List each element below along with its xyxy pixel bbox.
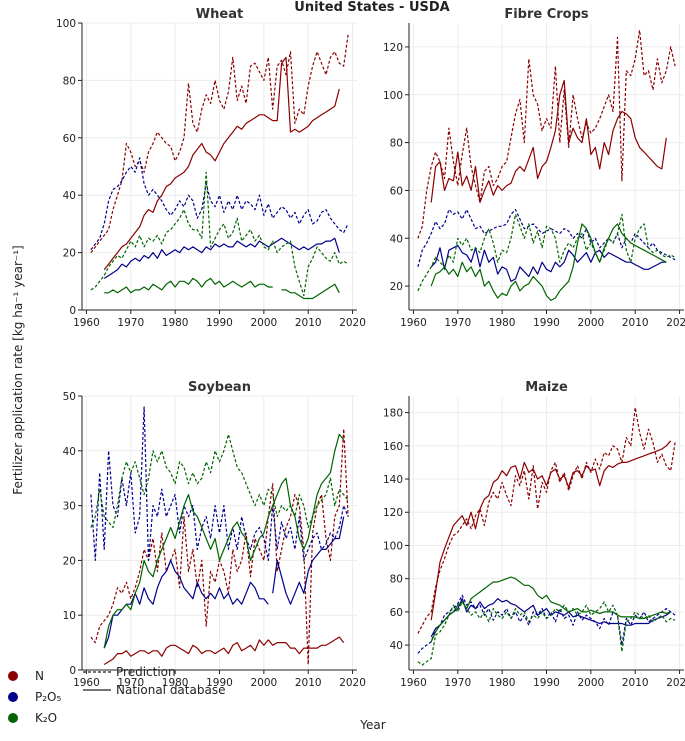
- x-tick-label: 1970: [444, 677, 471, 689]
- y-tick-label: 40: [63, 446, 76, 458]
- series-k2o-national-database-a: [104, 277, 273, 294]
- panel-soybean: 0 10 20 30 40 50 1960 1970 1980 1990 2000 2010 2020 S…: [63, 380, 366, 689]
- x-tick-label: 1980: [489, 677, 516, 689]
- series-p2o5-national-database: [430, 244, 667, 282]
- y-tick-label: 60: [390, 185, 403, 197]
- legend-dot-n: [8, 671, 18, 681]
- x-tick-label: 2000: [250, 317, 277, 329]
- y-tick-label: 0: [69, 665, 76, 677]
- panel-title: Soybean: [188, 380, 251, 395]
- y-tick-label: 60: [63, 133, 76, 145]
- x-tick-label: 1980: [489, 317, 516, 329]
- y-axis-label: Fertilizer application rate [kg ha⁻¹ yea…: [11, 245, 25, 494]
- x-tick-label: 1990: [206, 317, 233, 329]
- x-tick-label: 2000: [577, 317, 604, 329]
- panel-title: Wheat: [196, 7, 243, 22]
- series-k2o-prediction: [90, 171, 349, 297]
- x-tick-label: 2020: [339, 677, 366, 689]
- series-p2o5-national-database-a: [103, 559, 269, 649]
- x-tick-label: 1960: [73, 677, 100, 689]
- y-tick-label: 160: [383, 441, 403, 453]
- series-n-prediction: [417, 407, 676, 634]
- series-p2o5-prediction: [90, 406, 349, 562]
- panel-fibre-crops: 20 40 60 80 100 120 1960 1970 1980 1990 2000 2010 20…: [383, 7, 685, 329]
- y-tick-label: 60: [390, 607, 403, 619]
- series-p2o5-prediction: [417, 209, 676, 268]
- y-tick-label: 80: [63, 75, 76, 87]
- figure-suptitle: United States - USDA: [294, 0, 449, 15]
- series-k2o-prediction: [90, 433, 349, 529]
- y-tick-label: 140: [383, 474, 403, 486]
- x-tick-label: 2010: [622, 317, 649, 329]
- series-p2o5-prediction: [90, 157, 349, 251]
- series-k2o-national-database-b: [281, 283, 340, 300]
- legend-label-k2o: K₂O: [35, 711, 57, 725]
- x-tick-label: 1970: [117, 317, 144, 329]
- x-tick-label: 1980: [162, 317, 189, 329]
- x-tick-label: 1970: [117, 677, 144, 689]
- y-tick-label: 120: [383, 507, 403, 519]
- series-k2o-prediction: [417, 601, 676, 666]
- legend-label-n: N: [35, 669, 44, 683]
- y-tick-label: 50: [63, 391, 76, 403]
- series-n-national-database: [103, 56, 340, 271]
- y-tick-label: 40: [390, 640, 403, 652]
- series-k2o-national-database: [103, 433, 345, 649]
- y-tick-label: 100: [383, 540, 403, 552]
- series-n-prediction: [417, 29, 676, 239]
- x-tick-label: 2010: [295, 677, 322, 689]
- series-p2o5-national-database: [103, 237, 340, 279]
- x-tick-label: 2000: [250, 677, 277, 689]
- x-tick-label: 2020: [339, 317, 366, 329]
- x-tick-label: 1990: [533, 677, 560, 689]
- y-tick-label: 0: [69, 305, 76, 317]
- legend-dot-p2o5: [8, 692, 18, 702]
- series-n-national-database: [103, 636, 345, 666]
- panel-title: Maize: [525, 380, 568, 395]
- x-tick-label: 2000: [577, 677, 604, 689]
- x-tick-label: 1960: [400, 317, 427, 329]
- panel-maize: 40 60 80 100 120 140 160 180 1960 1970 1980 1990 200…: [383, 380, 685, 689]
- y-tick-label: 20: [63, 248, 76, 260]
- panel-title: Fibre Crops: [504, 7, 589, 22]
- y-tick-label: 20: [63, 555, 76, 567]
- series-k2o-national-database: [430, 576, 671, 643]
- y-tick-label: 100: [383, 90, 403, 102]
- x-tick-label: 2020: [666, 317, 685, 329]
- series-n-national-database: [430, 440, 672, 621]
- x-axis-label: Year: [359, 718, 385, 732]
- legend-label-p2o5: P₂O₅: [35, 690, 61, 704]
- legend-label-national-database: National database: [116, 683, 225, 697]
- y-tick-label: 120: [383, 42, 403, 54]
- y-tick-label: 80: [390, 138, 403, 150]
- legend: N P₂O₅ K₂O Prediction National database: [8, 665, 225, 725]
- x-tick-label: 1990: [533, 317, 560, 329]
- x-tick-label: 1960: [400, 677, 427, 689]
- x-tick-label: 1980: [162, 677, 189, 689]
- y-tick-label: 40: [63, 190, 76, 202]
- legend-label-prediction: Prediction: [116, 665, 176, 679]
- y-tick-label: 20: [390, 281, 403, 293]
- y-tick-label: 40: [390, 233, 403, 245]
- series-n-national-database: [430, 79, 667, 203]
- y-tick-label: 10: [63, 610, 76, 622]
- series-n-prediction: [90, 34, 349, 253]
- panel-wheat: 0 20 40 60 80 100 1960 1970 1980 1990 2000 2010 2020…: [56, 7, 366, 329]
- x-tick-label: 1960: [73, 317, 100, 329]
- x-tick-label: 2010: [622, 677, 649, 689]
- x-tick-label: 2010: [295, 317, 322, 329]
- y-tick-label: 30: [63, 501, 76, 513]
- series-p2o5-national-database-b: [272, 516, 345, 605]
- series-k2o-prediction: [417, 213, 676, 292]
- x-tick-label: 1970: [444, 317, 471, 329]
- legend-dot-k2o: [8, 713, 18, 723]
- series-k2o-national-database: [430, 223, 667, 301]
- y-tick-label: 80: [390, 574, 403, 586]
- y-tick-label: 180: [383, 408, 403, 420]
- x-tick-label: 1990: [206, 677, 233, 689]
- y-tick-label: 100: [56, 18, 76, 30]
- x-tick-label: 2020: [666, 677, 685, 689]
